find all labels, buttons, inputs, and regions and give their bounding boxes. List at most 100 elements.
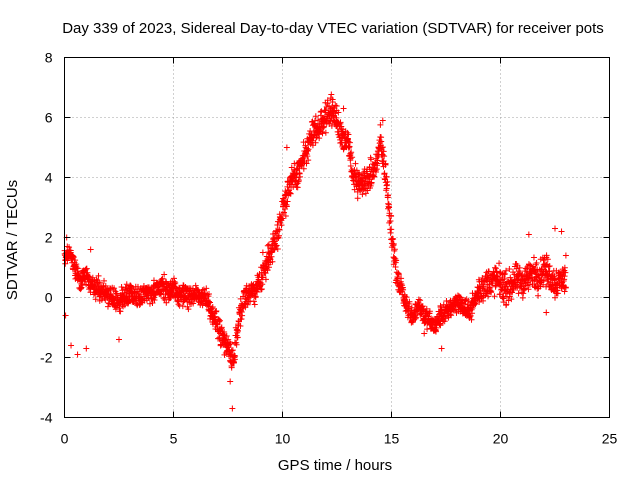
data-point bbox=[265, 241, 272, 248]
data-point bbox=[259, 281, 266, 288]
data-point bbox=[419, 303, 426, 310]
data-point bbox=[502, 271, 509, 278]
data-point bbox=[531, 277, 538, 284]
data-point bbox=[233, 341, 240, 348]
data-point bbox=[96, 279, 103, 286]
data-point bbox=[387, 229, 394, 236]
x-tick-label: 15 bbox=[384, 431, 400, 447]
data-point bbox=[292, 172, 299, 179]
data-point bbox=[297, 173, 304, 180]
data-point bbox=[378, 144, 385, 151]
data-point bbox=[398, 275, 405, 282]
data-point bbox=[92, 296, 99, 303]
data-point bbox=[535, 292, 542, 299]
y-tick-label: -2 bbox=[40, 350, 53, 366]
data-point bbox=[351, 170, 358, 177]
data-point bbox=[305, 146, 312, 153]
data-point bbox=[170, 275, 177, 282]
data-point bbox=[546, 263, 553, 270]
data-point bbox=[561, 264, 568, 271]
data-point bbox=[229, 405, 236, 412]
data-point bbox=[476, 298, 483, 305]
data-point bbox=[264, 267, 271, 274]
data-point bbox=[395, 271, 402, 278]
data-point bbox=[352, 160, 359, 167]
data-point bbox=[250, 298, 257, 305]
data-points bbox=[61, 91, 569, 412]
data-point bbox=[352, 173, 359, 180]
data-point bbox=[218, 324, 225, 331]
y-tick-label: 4 bbox=[45, 170, 53, 186]
data-point bbox=[245, 298, 252, 305]
data-point bbox=[259, 274, 266, 281]
data-point bbox=[525, 286, 532, 293]
data-point bbox=[379, 152, 386, 159]
data-point bbox=[239, 312, 246, 319]
data-point bbox=[403, 294, 410, 301]
data-point bbox=[359, 191, 366, 198]
data-point bbox=[558, 271, 565, 278]
data-point bbox=[234, 328, 241, 335]
data-point bbox=[382, 160, 389, 167]
data-point bbox=[436, 321, 443, 328]
data-point bbox=[74, 351, 81, 358]
data-point bbox=[179, 303, 186, 310]
data-point bbox=[72, 257, 79, 264]
data-point bbox=[276, 226, 283, 233]
data-point bbox=[238, 316, 245, 323]
data-point bbox=[83, 265, 90, 272]
data-point bbox=[351, 186, 358, 193]
data-point bbox=[318, 108, 325, 115]
data-point bbox=[385, 192, 392, 199]
data-point bbox=[113, 290, 120, 297]
data-point bbox=[158, 291, 165, 298]
data-point bbox=[278, 222, 285, 229]
data-point bbox=[562, 252, 569, 259]
data-point bbox=[104, 303, 111, 310]
data-point bbox=[304, 147, 311, 154]
data-point bbox=[287, 190, 294, 197]
data-point bbox=[335, 131, 342, 138]
data-point bbox=[390, 236, 397, 243]
data-point bbox=[227, 341, 234, 348]
data-point bbox=[101, 277, 108, 284]
data-point bbox=[312, 139, 319, 146]
data-point bbox=[543, 309, 550, 316]
data-point bbox=[151, 297, 158, 304]
data-point bbox=[208, 309, 215, 316]
data-point bbox=[332, 102, 339, 109]
data-point bbox=[388, 213, 395, 220]
data-point bbox=[518, 272, 525, 279]
data-point bbox=[280, 209, 287, 216]
data-point bbox=[519, 294, 526, 301]
data-point bbox=[300, 165, 307, 172]
data-point bbox=[393, 276, 400, 283]
data-point bbox=[335, 109, 342, 116]
axis-ticks bbox=[64, 57, 610, 418]
data-point bbox=[217, 317, 224, 324]
data-point bbox=[368, 179, 375, 186]
data-point bbox=[387, 217, 394, 224]
data-point bbox=[492, 264, 499, 271]
y-tick-label: -4 bbox=[40, 410, 53, 426]
data-point bbox=[503, 301, 510, 308]
data-point bbox=[312, 113, 319, 120]
data-point bbox=[408, 304, 415, 311]
data-point bbox=[161, 271, 168, 278]
data-point bbox=[332, 110, 339, 117]
data-point bbox=[171, 280, 178, 287]
data-point bbox=[211, 313, 218, 320]
data-point bbox=[333, 114, 340, 121]
data-point bbox=[412, 314, 419, 321]
data-point bbox=[174, 298, 181, 305]
data-point bbox=[217, 342, 224, 349]
data-point bbox=[492, 265, 499, 272]
data-point bbox=[283, 203, 290, 210]
data-point bbox=[540, 277, 547, 284]
data-point bbox=[432, 327, 439, 334]
data-point bbox=[271, 246, 278, 253]
data-point bbox=[467, 312, 474, 319]
data-point bbox=[259, 249, 266, 256]
data-point bbox=[251, 301, 258, 308]
